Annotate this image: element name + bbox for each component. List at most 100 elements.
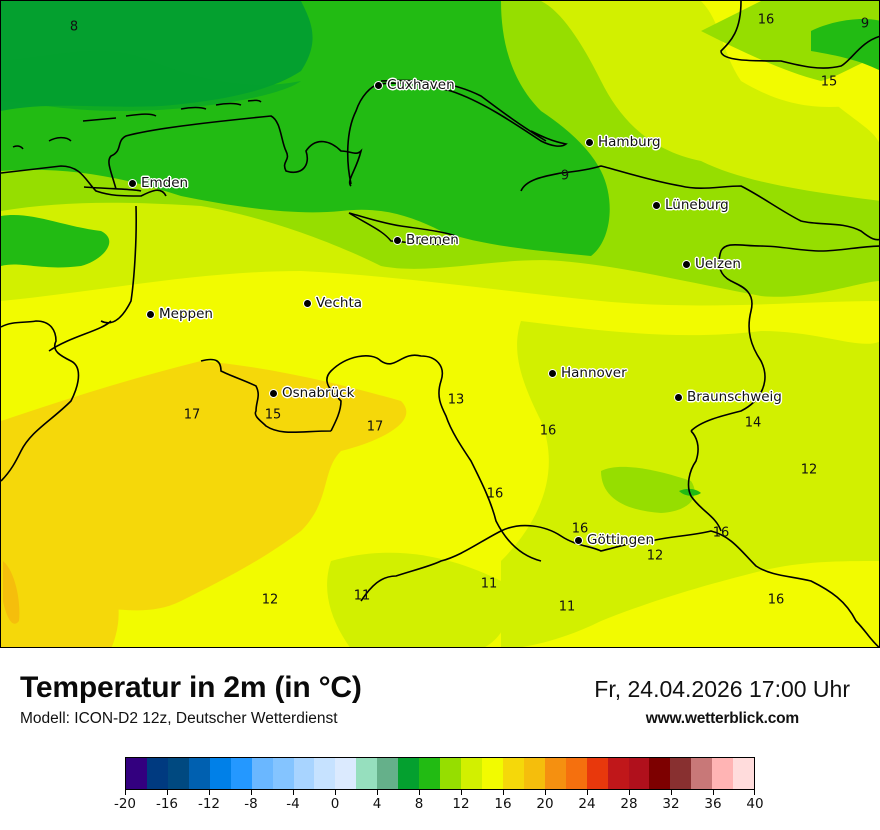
city-marker: Vechta: [303, 295, 362, 311]
city-dot-icon: [585, 137, 594, 147]
temperature-value: 15: [264, 407, 282, 423]
city-marker: Lüneburg: [652, 197, 729, 213]
colorbar-tick-label: 40: [746, 796, 764, 812]
colorbar-tick: [167, 790, 168, 795]
colorbar-segment: [230, 758, 252, 789]
city-name: Bremen: [406, 232, 459, 248]
city-dot-icon: [393, 235, 402, 245]
colorbar-segment: [649, 758, 671, 789]
website-link[interactable]: www.wetterblick.com: [645, 710, 799, 727]
forecast-datetime: Fr, 24.04.2026 17:00 Uhr: [594, 676, 850, 702]
temperature-value: 16: [757, 12, 775, 28]
colorbar-segment: [712, 758, 734, 789]
city-dot-icon: [128, 178, 137, 188]
colorbar-tick-label: -4: [286, 796, 300, 812]
temperature-value: 12: [261, 592, 279, 608]
temperature-value: 12: [646, 548, 664, 564]
colorbar-segment: [586, 758, 608, 789]
colorbar-tick-label: 24: [578, 796, 596, 812]
colorbar-tick: [713, 790, 714, 795]
temperature-value: 16: [571, 521, 589, 537]
model-subtitle: Modell: ICON-D2 12z, Deutscher Wetterdie…: [20, 710, 338, 727]
temperature-value: 17: [366, 419, 384, 435]
city-marker: Göttingen: [574, 532, 654, 548]
city-dot-icon: [574, 535, 583, 545]
city-name: Lüneburg: [665, 197, 729, 213]
colorbar-segment: [440, 758, 461, 789]
colorbar-segment: [356, 758, 378, 789]
city-marker: Hamburg: [585, 134, 661, 150]
colorbar-tick: [629, 790, 630, 795]
colorbar-segment: [733, 758, 755, 789]
colorbar-segment: [314, 758, 336, 789]
temperature-value: 13: [447, 392, 465, 408]
temperature-field: [1, 1, 879, 647]
colorbar-ticks: -20 -16 -12 -8 -4 0 4 8 12 16 20 24 28 32 36 40: [114, 790, 764, 820]
colorbar-segment: [209, 758, 231, 789]
temperature-value: 9: [860, 16, 870, 32]
city-dot-icon: [674, 392, 683, 402]
temperature-value: 16: [767, 592, 785, 608]
colorbar-tick-label: 4: [372, 796, 382, 812]
colorbar-tick: [461, 790, 462, 795]
city-marker: Braunschweig: [674, 389, 782, 405]
colorbar-segment: [544, 758, 566, 789]
colorbar-tick-label: 32: [662, 796, 680, 812]
colorbar-tick: [754, 790, 755, 795]
city-marker: Bremen: [393, 232, 459, 248]
colorbar-segment: [293, 758, 315, 789]
colorbar-tick-label: 20: [536, 796, 554, 812]
colorbar-tick: [503, 790, 504, 795]
city-marker: Osnabrück: [269, 385, 354, 401]
colorbar-segment: [691, 758, 713, 789]
city-marker: Meppen: [146, 306, 213, 322]
city-dot-icon: [146, 309, 155, 319]
colorbar-segment: [481, 758, 503, 789]
colorbar-tick: [335, 790, 336, 795]
colorbar-tick: [125, 790, 126, 795]
colorbar-segment: [398, 758, 420, 789]
colorbar-segment: [628, 758, 650, 789]
temperature-value: 16: [712, 525, 730, 541]
temperature-value: 12: [800, 462, 818, 478]
colorbar-segment: [461, 758, 482, 789]
colorbar-tick: [419, 790, 420, 795]
temperature-value: 16: [539, 423, 557, 439]
temperature-value: 15: [820, 74, 838, 90]
colorbar-segment: [146, 758, 168, 789]
temperature-value: 11: [480, 576, 498, 592]
temperature-value: 14: [744, 415, 762, 431]
colorbar-tick-label: -8: [244, 796, 258, 812]
colorbar-segment: [377, 758, 399, 789]
city-dot-icon: [374, 80, 383, 90]
city-marker: Emden: [128, 175, 188, 191]
colorbar-segment: [251, 758, 273, 789]
colorbar-tick-label: -20: [113, 796, 137, 812]
colorbar: [125, 757, 755, 790]
colorbar-tick-label: 16: [494, 796, 512, 812]
temperature-value: 8: [69, 19, 79, 35]
city-marker: Hannover: [548, 365, 627, 381]
colorbar-tick-label: -16: [155, 796, 179, 812]
city-name: Emden: [141, 175, 189, 191]
colorbar-tick-label: 8: [414, 796, 424, 812]
city-name: Osnabrück: [282, 385, 355, 401]
colorbar-segment: [188, 758, 210, 789]
city-dot-icon: [652, 200, 661, 210]
city-dot-icon: [682, 259, 691, 269]
map-title: Temperatur in 2m (in °C): [20, 671, 362, 704]
colorbar-segment: [167, 758, 189, 789]
colorbar-tick: [251, 790, 252, 795]
colorbar-segment: [523, 758, 545, 789]
city-name: Hannover: [561, 365, 627, 381]
colorbar-segment: [502, 758, 524, 789]
colorbar-tick-label: 36: [704, 796, 722, 812]
city-marker: Cuxhaven: [374, 77, 455, 93]
colorbar-segment: [670, 758, 692, 789]
city-dot-icon: [269, 388, 278, 398]
colorbar-tick-label: 12: [452, 796, 470, 812]
temperature-value: 16: [486, 486, 504, 502]
colorbar-tick: [587, 790, 588, 795]
city-marker: Uelzen: [682, 256, 741, 272]
city-name: Meppen: [159, 306, 213, 322]
